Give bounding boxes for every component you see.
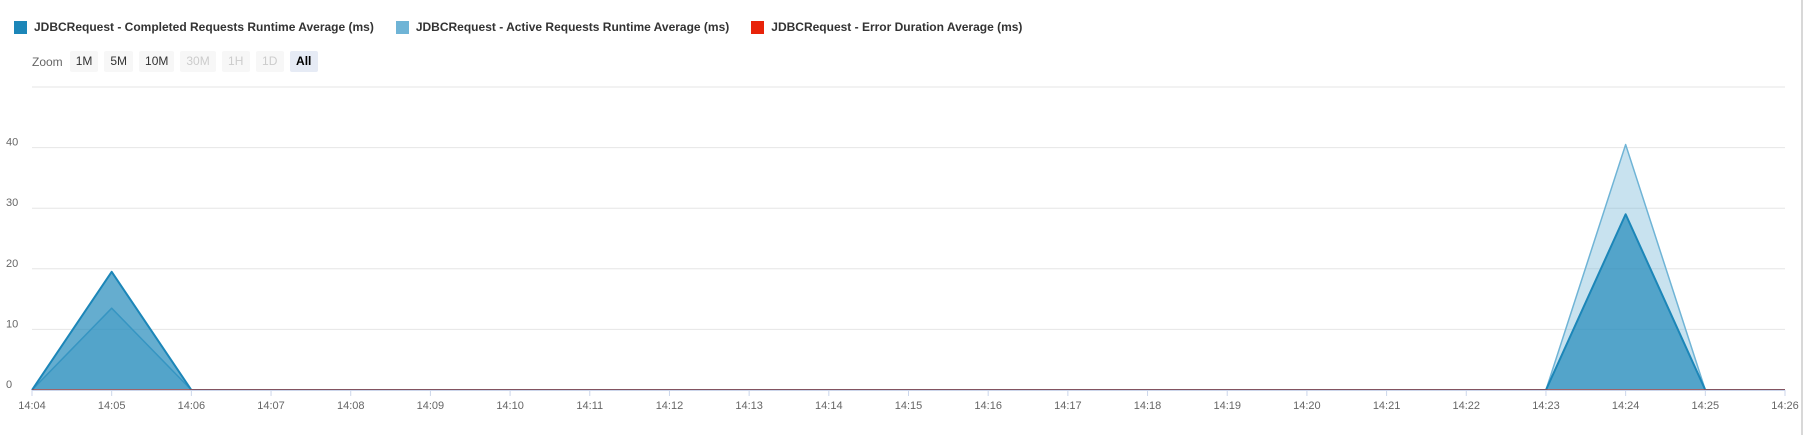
x-tick-label: 14:17 xyxy=(1054,400,1082,412)
zoom-30m-button[interactable]: 30M xyxy=(180,51,216,72)
x-tick-label: 14:23 xyxy=(1532,400,1560,412)
legend-label-error: JDBCRequest - Error Duration Average (ms… xyxy=(771,20,1023,34)
x-tick-label: 14:10 xyxy=(496,400,524,412)
series-area-completed xyxy=(32,214,1785,390)
x-tick-label: 14:21 xyxy=(1373,400,1401,412)
y-axis: 0 10 20 30 40 xyxy=(6,137,18,391)
chart-grid xyxy=(32,86,1785,330)
x-tick-label: 14:18 xyxy=(1134,400,1162,412)
zoom-label: Zoom xyxy=(32,54,63,69)
zoom-1h-button[interactable]: 1H xyxy=(221,51,250,72)
series-line-active xyxy=(31,143,1785,391)
legend-item-completed[interactable]: JDBCRequest - Completed Requests Runtime… xyxy=(14,20,374,34)
x-tick-label: 14:19 xyxy=(1213,400,1241,412)
y-tick-label: 0 xyxy=(6,379,12,391)
x-tick-label: 14:14 xyxy=(815,400,843,412)
x-tick-label: 14:09 xyxy=(417,400,445,412)
x-tick-label: 14:06 xyxy=(178,400,206,412)
legend-item-active[interactable]: JDBCRequest - Active Requests Runtime Av… xyxy=(395,20,730,34)
y-tick-label: 10 xyxy=(6,318,18,330)
chart-areas xyxy=(31,143,1785,391)
x-tick-label: 14:22 xyxy=(1453,400,1481,412)
x-tick-label: 14:04 xyxy=(18,400,46,412)
x-tick-label: 14:05 xyxy=(98,400,126,412)
zoom-all-button[interactable]: All xyxy=(289,51,318,72)
zoom-5m-button[interactable]: 5M xyxy=(104,51,134,72)
x-tick-label: 14:07 xyxy=(257,400,285,412)
y-tick-label: 40 xyxy=(6,137,18,149)
zoom-10m-button[interactable]: 10M xyxy=(139,51,175,72)
legend-label-completed: JDBCRequest - Completed Requests Runtime… xyxy=(34,20,374,34)
chart-legend: JDBCRequest - Completed Requests Runtime… xyxy=(14,20,1022,34)
x-tick-label: 14:11 xyxy=(576,400,603,412)
x-tick-label: 14:12 xyxy=(656,400,684,412)
zoom-bar: Zoom 1M 5M 10M 30M 1H 1D All xyxy=(32,51,318,72)
scrollbar-edge[interactable] xyxy=(1801,0,1803,435)
x-tick-label: 14:26 xyxy=(1771,400,1799,412)
x-tick-label: 14:15 xyxy=(895,400,923,412)
legend-swatch-error xyxy=(751,20,765,34)
y-tick-label: 30 xyxy=(6,197,18,209)
legend-swatch-completed xyxy=(14,20,27,34)
x-axis: 14:04 14:05 14:06 14:07 14:08 14:09 14:10 14:11… xyxy=(18,390,1799,412)
x-tick-label: 14:16 xyxy=(974,400,1002,412)
zoom-1m-button[interactable]: 1M xyxy=(69,51,99,72)
legend-label-active: JDBCRequest - Active Requests Runtime Av… xyxy=(415,20,730,34)
legend-swatch-active xyxy=(395,20,409,34)
zoom-1d-button[interactable]: 1D xyxy=(255,51,284,72)
x-tick-label: 14:08 xyxy=(337,400,365,412)
x-tick-label: 14:13 xyxy=(735,400,763,412)
x-tick-label: 14:24 xyxy=(1612,400,1640,412)
x-tick-label: 14:25 xyxy=(1692,400,1720,412)
series-line-completed xyxy=(31,213,1785,391)
x-tick-label: 14:20 xyxy=(1293,400,1321,412)
legend-item-error[interactable]: JDBCRequest - Error Duration Average (ms… xyxy=(751,20,1022,34)
series-area-active xyxy=(32,144,1785,390)
y-tick-label: 20 xyxy=(6,258,18,270)
